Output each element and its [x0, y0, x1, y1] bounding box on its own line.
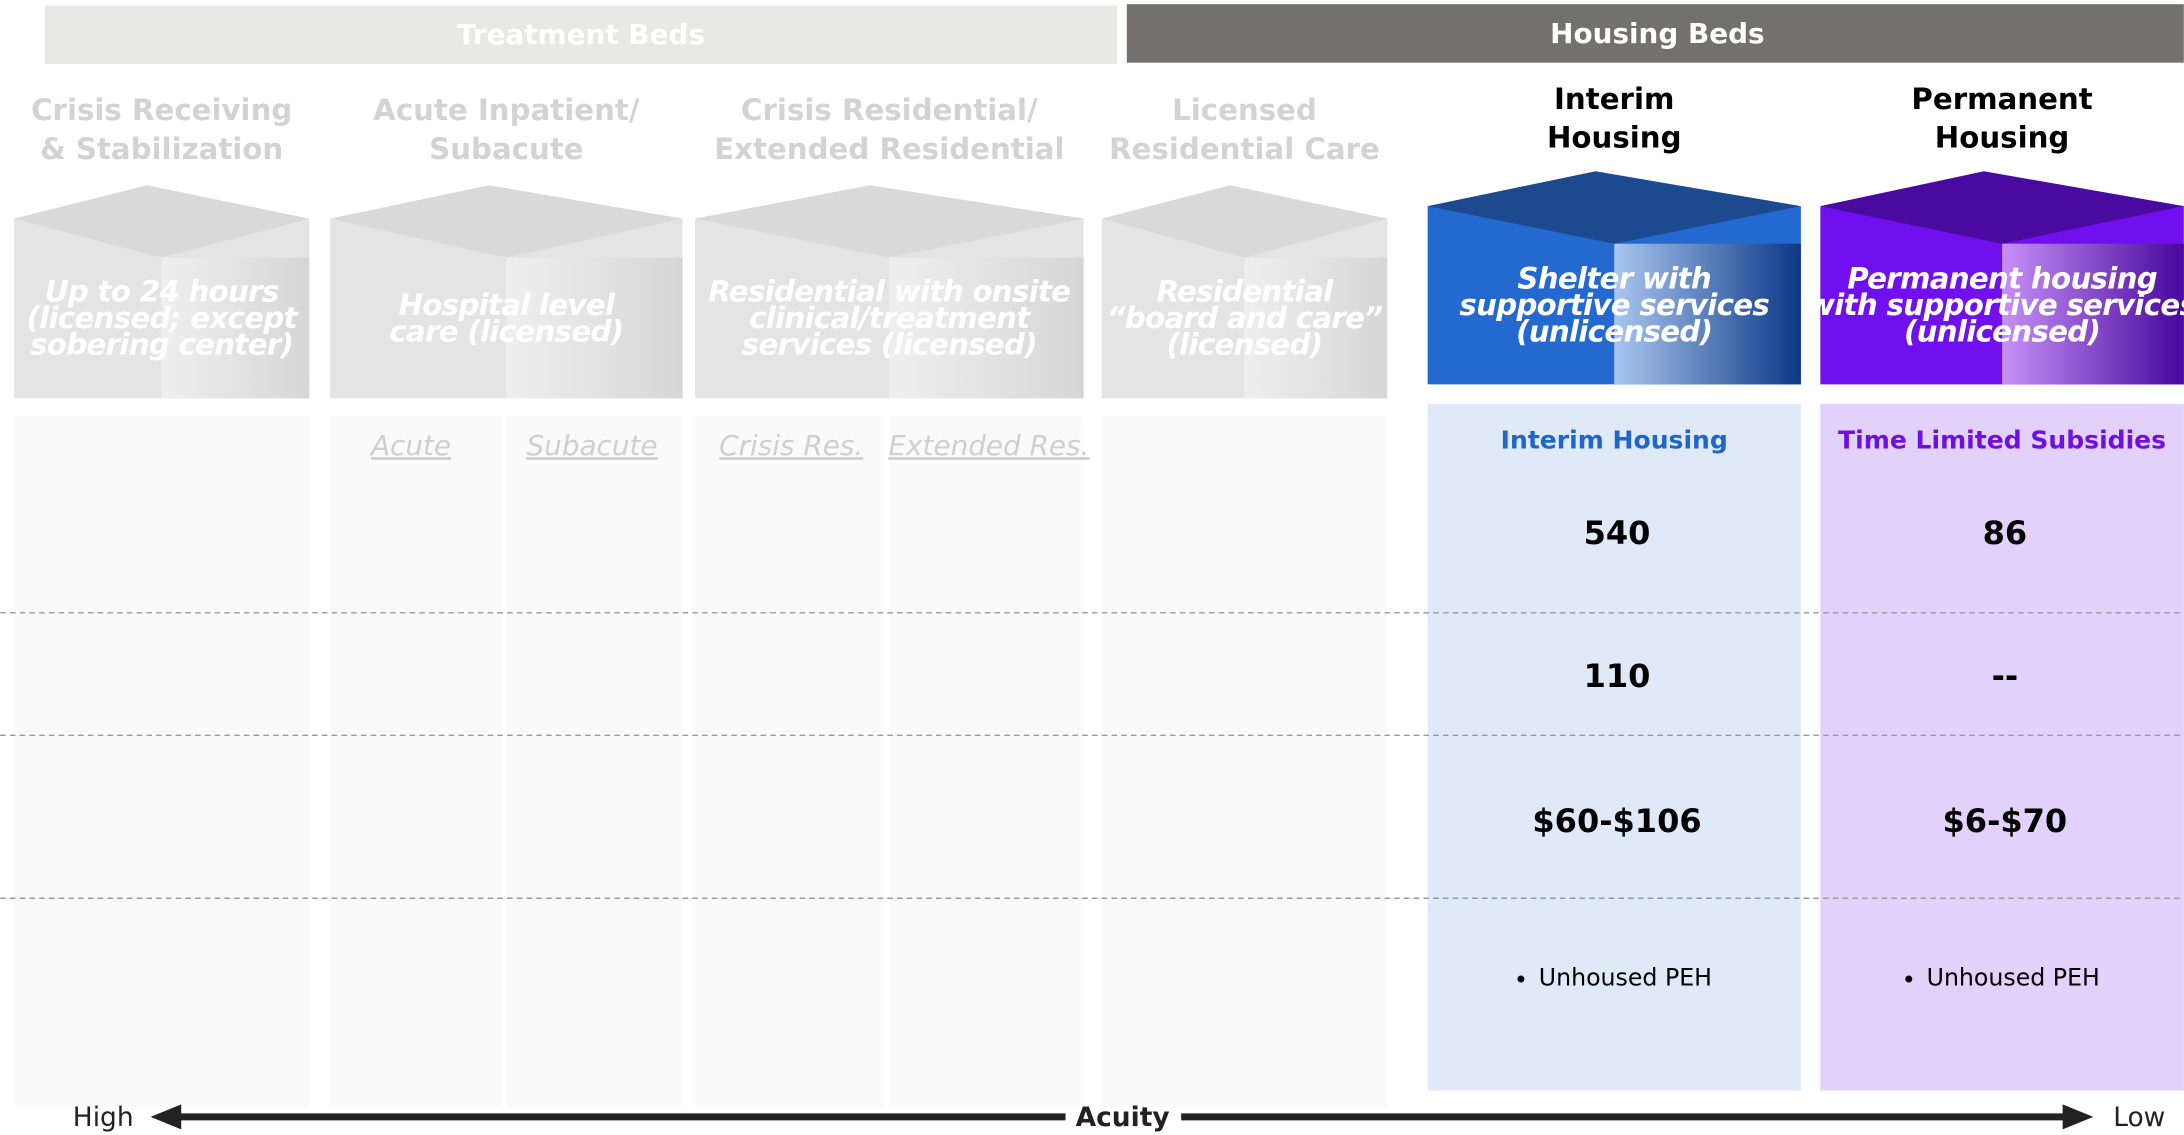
box-text: clinical/treatment: [749, 301, 1031, 335]
box-roof: [14, 185, 310, 258]
cell-text: Unhoused PEH: [1927, 964, 2100, 992]
box-text: sobering center): [30, 328, 293, 362]
box-side: [1244, 257, 1388, 399]
cell-value: --: [1992, 657, 2019, 695]
subcolumn-label: Extended Res.: [888, 429, 1089, 462]
box-text: Residential with onsite: [708, 275, 1070, 309]
cell-value: $60-$106: [1532, 802, 1701, 840]
column-title: Interim: [1554, 82, 1674, 116]
box-roof: [1427, 171, 1801, 244]
cell-bg: [507, 416, 683, 1108]
column-title: Extended Residential: [714, 132, 1064, 166]
box-text: (unlicensed): [1516, 314, 1712, 348]
cell-value: 110: [1584, 657, 1651, 695]
box-side: [1614, 243, 1801, 385]
column-title: Crisis Residential/: [741, 93, 1038, 127]
program-label: Time Limited Subsidies: [1838, 425, 2166, 454]
box-text: Permanent housing: [1847, 261, 2157, 295]
cell-bg: [1427, 403, 1801, 1091]
column-title: Subacute: [429, 132, 583, 166]
column-title: Residential Care: [1109, 132, 1380, 166]
axis-label: Acuity: [1076, 1102, 1170, 1133]
box-text: with supportive services: [1808, 288, 2184, 322]
bullet: [1517, 975, 1525, 983]
box-text: “board and care”: [1107, 301, 1383, 335]
box-roof: [1820, 171, 2184, 244]
cell-bg: [890, 416, 1084, 1108]
box-side: [2002, 243, 2184, 385]
column-title: Licensed: [1172, 93, 1317, 127]
column-title: & Stabilization: [40, 132, 283, 166]
cell-bg: [330, 416, 502, 1108]
program-label: Interim Housing: [1501, 425, 1728, 454]
group-bar: [1126, 4, 2184, 63]
cell-bg: [1101, 416, 1388, 1108]
axis-label: High: [73, 1102, 134, 1133]
group-bar: [44, 5, 1118, 65]
bullet: [1905, 975, 1913, 983]
cell-bg: [14, 416, 310, 1108]
box-text: care (licensed): [389, 314, 623, 348]
box-side: [161, 257, 310, 399]
cell-bg: [695, 416, 885, 1108]
box-side: [889, 257, 1084, 399]
box-text: supportive services: [1459, 288, 1769, 322]
subcolumn-label: Subacute: [527, 429, 658, 462]
column-title: Housing: [1935, 121, 2070, 155]
subcolumn-label: Acute: [369, 429, 451, 462]
cell-value: 86: [1983, 514, 2028, 552]
box-text: (licensed): [1167, 328, 1323, 362]
cell-bg: [1820, 403, 2184, 1091]
cell-value: $6-$70: [1943, 802, 2068, 840]
box-text: (licensed; except: [27, 301, 299, 335]
box-roof: [695, 185, 1084, 258]
arrow-head: [2062, 1104, 2094, 1130]
column-title: Crisis Receiving: [31, 93, 292, 127]
group-label: Housing Beds: [1550, 17, 1764, 50]
cell-value: 540: [1584, 514, 1651, 552]
group-label: Treatment Beds: [457, 18, 705, 51]
box-side: [506, 257, 683, 399]
axis-label: Low: [2113, 1102, 2165, 1133]
box-roof: [330, 185, 683, 258]
column-title: Housing: [1547, 121, 1682, 155]
box-text: Residential: [1157, 275, 1335, 309]
column-title: Acute Inpatient/: [373, 93, 640, 127]
subcolumn-label: Crisis Res.: [719, 429, 863, 462]
box-text: Hospital level: [398, 288, 615, 322]
column-title: Permanent: [1911, 82, 2092, 116]
box-text: Up to 24 hours: [45, 275, 279, 309]
box-text: Shelter with: [1517, 261, 1711, 295]
box-roof: [1101, 185, 1388, 258]
box-text: services (licensed): [742, 328, 1037, 362]
box-text: (unlicensed): [1904, 314, 2100, 348]
arrow-head: [150, 1104, 182, 1130]
cell-text: Unhoused PEH: [1539, 964, 1712, 992]
